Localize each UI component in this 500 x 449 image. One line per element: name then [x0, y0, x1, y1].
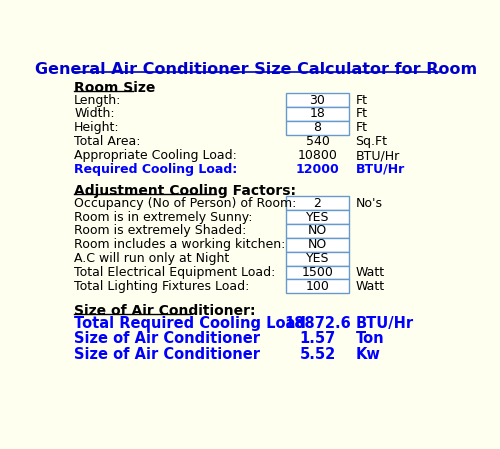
Text: Watt: Watt — [356, 266, 384, 279]
Text: 18: 18 — [310, 107, 326, 120]
Text: 2: 2 — [314, 197, 322, 210]
FancyBboxPatch shape — [286, 252, 349, 266]
Text: A.C will run only at Night: A.C will run only at Night — [74, 252, 230, 265]
Text: Appropriate Cooling Load:: Appropriate Cooling Load: — [74, 149, 237, 162]
Text: Watt: Watt — [356, 280, 384, 293]
Text: Ft: Ft — [356, 107, 368, 120]
FancyBboxPatch shape — [286, 224, 349, 238]
Text: 1500: 1500 — [302, 266, 334, 279]
FancyBboxPatch shape — [286, 279, 349, 293]
FancyBboxPatch shape — [286, 266, 349, 279]
Text: No's: No's — [356, 197, 382, 210]
Text: Size of Air Conditioner: Size of Air Conditioner — [74, 347, 260, 362]
Text: Ft: Ft — [356, 121, 368, 134]
Text: Height:: Height: — [74, 121, 120, 134]
Text: NO: NO — [308, 224, 327, 238]
Text: 100: 100 — [306, 280, 330, 293]
FancyBboxPatch shape — [286, 121, 349, 135]
Text: YES: YES — [306, 252, 329, 265]
Text: Size of Air Conditioner: Size of Air Conditioner — [74, 331, 260, 346]
Text: Room includes a working kitchen:: Room includes a working kitchen: — [74, 238, 286, 251]
Text: 8: 8 — [314, 121, 322, 134]
Text: Length:: Length: — [74, 93, 122, 106]
Text: NO: NO — [308, 238, 327, 251]
Text: 12000: 12000 — [296, 163, 340, 176]
FancyBboxPatch shape — [286, 107, 349, 121]
FancyBboxPatch shape — [286, 238, 349, 252]
Text: 18872.6: 18872.6 — [284, 316, 351, 331]
Text: Total Area:: Total Area: — [74, 135, 140, 148]
Text: BTU/Hr: BTU/Hr — [356, 316, 414, 331]
Text: General Air Conditioner Size Calculator for Room: General Air Conditioner Size Calculator … — [35, 62, 478, 77]
Text: 5.52: 5.52 — [300, 347, 336, 362]
Text: Total Lighting Fixtures Load:: Total Lighting Fixtures Load: — [74, 280, 250, 293]
Text: Room Size: Room Size — [74, 81, 156, 95]
Text: 540: 540 — [306, 135, 330, 148]
Text: Adjustment Cooling Factors:: Adjustment Cooling Factors: — [74, 184, 296, 198]
Text: 10800: 10800 — [298, 149, 338, 162]
FancyBboxPatch shape — [286, 210, 349, 224]
FancyBboxPatch shape — [286, 196, 349, 210]
Text: Sq.Ft: Sq.Ft — [356, 135, 388, 148]
Text: Kw: Kw — [356, 347, 380, 362]
Text: Width:: Width: — [74, 107, 115, 120]
Text: Required Cooling Load:: Required Cooling Load: — [74, 163, 237, 176]
Text: Size of Air Conditioner:: Size of Air Conditioner: — [74, 304, 256, 318]
Text: Total Electrical Equipment Load:: Total Electrical Equipment Load: — [74, 266, 276, 279]
Text: Ton: Ton — [356, 331, 384, 346]
Text: Room is in extremely Sunny:: Room is in extremely Sunny: — [74, 211, 252, 224]
Text: Ft: Ft — [356, 93, 368, 106]
Text: Room is extremely Shaded:: Room is extremely Shaded: — [74, 224, 246, 238]
Text: Occupancy (No of Person) of Room:: Occupancy (No of Person) of Room: — [74, 197, 296, 210]
Text: YES: YES — [306, 211, 329, 224]
FancyBboxPatch shape — [286, 93, 349, 107]
Text: 1.57: 1.57 — [300, 331, 336, 346]
Text: BTU/Hr: BTU/Hr — [356, 149, 400, 162]
Text: Total Required Cooling Load: Total Required Cooling Load — [74, 316, 306, 331]
Text: BTU/Hr: BTU/Hr — [356, 163, 405, 176]
Text: 30: 30 — [310, 93, 326, 106]
